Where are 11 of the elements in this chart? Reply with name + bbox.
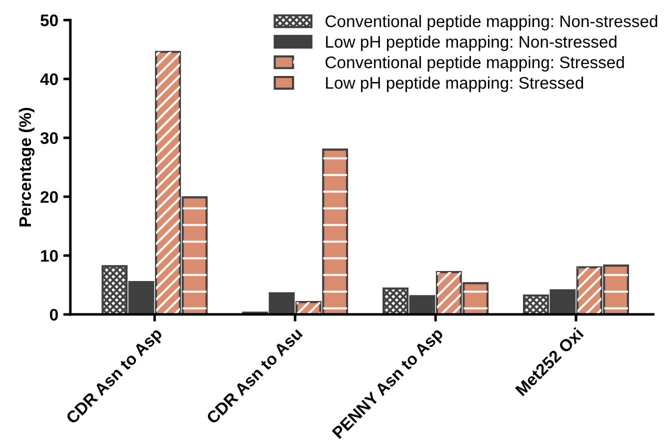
legend-label: Conventional peptide mapping: Non-stressed: [326, 14, 658, 30]
legend-label: Low pH peptide mapping: Stressed: [326, 76, 584, 92]
legend-label: Low pH peptide mapping: Non-stressed: [326, 36, 616, 52]
legend-label: Conventional peptide mapping: Stressed: [326, 56, 624, 72]
y-tick-label: 50: [40, 14, 58, 26]
y-tick-label: 0: [50, 308, 58, 321]
y-tick-label: 20: [40, 191, 58, 203]
y-tick-label: 30: [40, 132, 58, 144]
y-axis-title: Percentage (%): [18, 108, 34, 226]
y-tick-label: 10: [41, 250, 58, 262]
y-tick-label: 40: [40, 73, 58, 86]
